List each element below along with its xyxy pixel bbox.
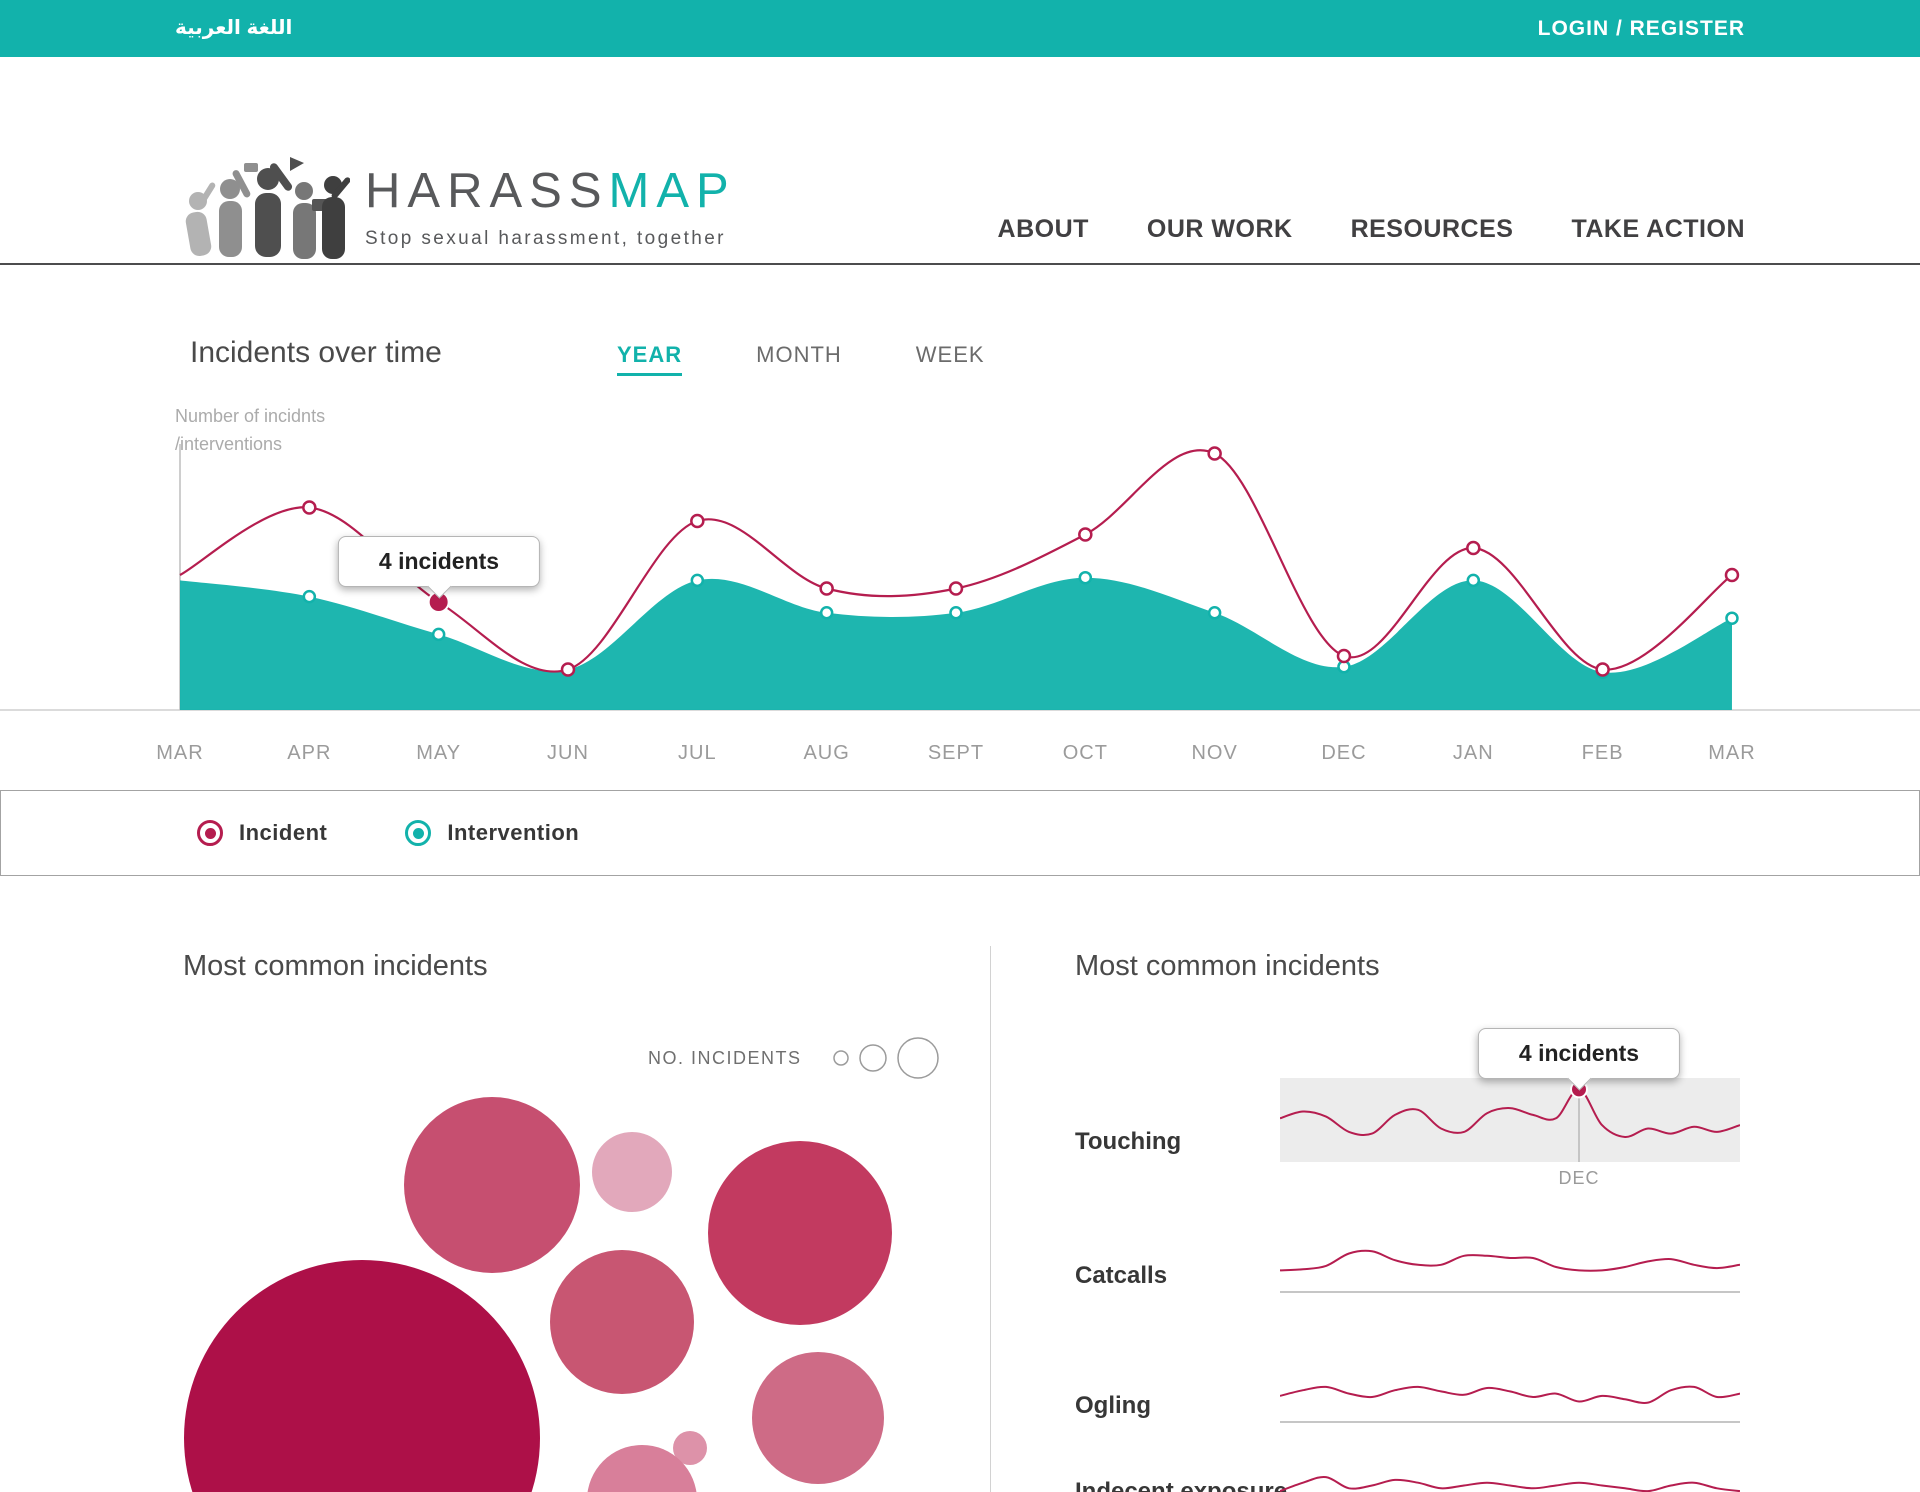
nav-item-our-work[interactable]: OUR WORK — [1146, 215, 1293, 243]
top-bar: اللغة العربية LOGIN / REGISTER — [0, 0, 1920, 57]
x-axis-label: JAN — [1452, 742, 1494, 764]
legend-item-incident[interactable]: Incident — [197, 820, 327, 846]
x-axis-labels: MAR APR MAY JUN JUL AUG SEPT OCT NOV DEC JAN FEB MAR — [0, 742, 1920, 768]
panel-divider — [990, 946, 991, 1492]
legend-item-intervention[interactable]: Intervention — [405, 820, 579, 846]
incident-bubble[interactable] — [184, 1260, 540, 1492]
x-axis-label: MAR — [1708, 742, 1756, 764]
x-axis-label: MAY — [416, 742, 462, 764]
x-axis-label: FEB — [1581, 742, 1624, 764]
bubble-chart[interactable] — [130, 1080, 920, 1492]
logo-wordmark: HARASSMAP — [365, 167, 736, 216]
incident-legend-icon — [197, 820, 223, 846]
main-nav: ABOUT OUR WORK RESOURCES TAKE ACTION — [998, 215, 1745, 244]
x-axis-label: NOV — [1191, 742, 1238, 764]
y-axis-label-line2: /interventions — [175, 433, 283, 454]
logo-tagline: Stop sexual harassment, together — [365, 228, 726, 249]
sparkline-label-ogling: Ogling — [1075, 1392, 1151, 1419]
intervention-legend-label: Intervention — [447, 820, 580, 845]
incident-bubble[interactable] — [673, 1431, 707, 1465]
x-axis-label: AUG — [803, 742, 850, 764]
incident-bubble[interactable] — [752, 1352, 884, 1484]
sparkline-tooltip: 4 incidents — [1477, 1028, 1681, 1091]
login-register-link[interactable]: LOGIN / REGISTER — [1537, 17, 1745, 40]
x-axis-label: DEC — [1321, 742, 1367, 764]
incident-bubble[interactable] — [550, 1250, 694, 1394]
chart-tooltip: 4 incidents — [337, 536, 541, 599]
timeline-range-tabs: YEAR MONTH WEEK — [617, 342, 985, 376]
logo-text-accent: MAP — [608, 164, 736, 218]
bubble-panel-title: Most common incidents — [183, 950, 488, 982]
language-switch-link[interactable]: اللغة العربية — [175, 17, 293, 39]
logo-text-primary: HARASS — [365, 164, 609, 218]
sparkline-tooltip-text: 4 incidents — [1518, 1040, 1640, 1066]
chart-legend: Incident Intervention — [0, 790, 1920, 876]
sparkline-axis-label-dec: DEC — [1558, 1168, 1600, 1188]
y-axis-label-line1: Number of incidnts — [175, 406, 326, 426]
sparkline-label-touching: Touching — [1075, 1128, 1182, 1155]
sparkline-catcalls[interactable] — [1280, 1232, 1740, 1293]
sparkline-panel-title: Most common incidents — [1075, 950, 1380, 982]
timeline-title: Incidents over time — [190, 336, 442, 369]
bubble-size-legend: NO. INCIDENTS — [648, 1032, 962, 1084]
incident-bubble[interactable] — [708, 1141, 892, 1325]
nav-item-resources[interactable]: RESOURCES — [1350, 215, 1514, 243]
y-axis-label: Number of incidnts /interventions — [175, 403, 325, 459]
logo-people-icon — [185, 157, 350, 259]
nav-item-about[interactable]: ABOUT — [997, 215, 1089, 243]
nav-item-take-action[interactable]: TAKE ACTION — [1571, 215, 1745, 243]
incident-bubble[interactable] — [592, 1132, 672, 1212]
tab-month[interactable]: MONTH — [756, 342, 842, 367]
logo[interactable]: HARASSMAP Stop sexual harassment, togeth… — [365, 167, 736, 250]
sparkline-ogling[interactable] — [1280, 1362, 1740, 1423]
incident-legend-label: Incident — [239, 820, 328, 845]
sparkline-label-indecent: Indecent exposure — [1075, 1478, 1288, 1492]
x-axis-label: APR — [287, 742, 332, 764]
x-axis-label: JUL — [678, 742, 717, 764]
tab-year[interactable]: YEAR — [617, 342, 683, 376]
size-legend-circles — [832, 1037, 939, 1079]
sparkline-label-catcalls: Catcalls — [1075, 1262, 1168, 1289]
intervention-legend-icon — [405, 820, 432, 846]
x-axis-label: JUN — [547, 742, 589, 764]
x-axis-label: SEPT — [927, 742, 985, 764]
site-header: HARASSMAP Stop sexual harassment, togeth… — [0, 57, 1920, 265]
tab-week[interactable]: WEEK — [915, 342, 985, 367]
x-axis-label: OCT — [1062, 742, 1108, 764]
incidents-over-time-chart[interactable] — [0, 430, 1920, 760]
incident-bubble[interactable] — [587, 1445, 697, 1492]
sparkline-touching[interactable] — [1280, 1078, 1740, 1162]
size-legend-label: NO. INCIDENTS — [648, 1047, 802, 1068]
x-axis-label: MAR — [156, 742, 204, 764]
incident-bubble[interactable] — [404, 1097, 580, 1273]
chart-tooltip-text: 4 incidents — [378, 548, 500, 574]
sparkline-indecent[interactable] — [1280, 1455, 1740, 1492]
